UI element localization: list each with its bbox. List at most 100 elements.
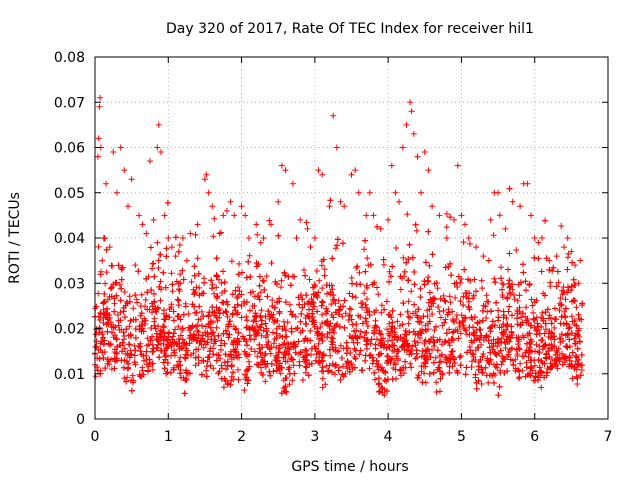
data-point: [527, 341, 534, 347]
data-point: [256, 273, 263, 280]
data-point: [491, 275, 498, 282]
data-point: [268, 311, 275, 318]
data-point: [380, 256, 387, 263]
data-point: [280, 318, 287, 325]
data-point: [238, 291, 245, 298]
data-point: [566, 336, 573, 343]
data-point: [268, 260, 275, 266]
data-point: [440, 307, 447, 314]
data-point: [351, 328, 357, 335]
data-point: [264, 332, 271, 338]
data-point: [116, 281, 123, 288]
data-point: [447, 214, 454, 221]
data-point: [302, 353, 309, 360]
data-point: [520, 261, 526, 268]
data-point: [564, 235, 571, 241]
data-point: [378, 309, 385, 316]
data-point: [109, 329, 115, 336]
data-point: [113, 292, 120, 299]
data-point: [157, 333, 164, 340]
data-point: [215, 307, 222, 314]
data-point: [363, 338, 370, 344]
data-point: [439, 371, 446, 378]
data-point: [421, 340, 428, 347]
data-point: [353, 321, 360, 327]
data-point: [446, 293, 453, 300]
data-point: [549, 268, 556, 274]
data-point: [324, 331, 331, 337]
data-point: [169, 336, 175, 343]
data-point: [149, 260, 156, 267]
data-point: [214, 293, 221, 299]
data-point: [378, 302, 385, 309]
data-point: [124, 365, 131, 372]
data-point: [394, 348, 401, 355]
data-point: [198, 316, 204, 322]
data-point: [270, 368, 277, 375]
data-point: [137, 348, 144, 355]
data-point: [400, 300, 407, 307]
data-point: [318, 368, 325, 375]
data-point: [245, 235, 252, 241]
data-point: [557, 295, 564, 302]
data-point: [397, 366, 404, 373]
data-point: [558, 223, 565, 229]
data-point: [216, 276, 222, 283]
data-point: [195, 270, 202, 277]
x-tick-label: 6: [530, 429, 539, 445]
data-point: [218, 229, 224, 236]
data-point: [442, 264, 449, 271]
data-point: [319, 384, 326, 391]
data-point: [230, 310, 236, 317]
data-point: [507, 290, 514, 297]
data-point: [207, 318, 214, 325]
data-point: [495, 314, 502, 321]
data-point: [391, 334, 398, 341]
data-point: [327, 352, 334, 359]
data-point: [215, 370, 222, 377]
data-point: [177, 362, 184, 369]
data-point: [564, 254, 571, 261]
data-point: [226, 331, 233, 338]
data-point: [216, 230, 223, 237]
data-point: [282, 333, 289, 340]
data-point: [456, 324, 463, 330]
data-point: [155, 121, 162, 128]
data-point: [296, 362, 303, 369]
data-point: [506, 250, 513, 257]
data-point: [500, 281, 507, 288]
data-point: [247, 307, 253, 314]
data-point: [310, 299, 317, 306]
data-point: [406, 241, 413, 248]
data-point: [264, 344, 271, 350]
data-point: [517, 360, 524, 367]
data-point: [220, 384, 227, 391]
data-point: [437, 358, 444, 365]
data-point: [99, 329, 105, 335]
data-point: [498, 275, 505, 282]
data-point: [556, 307, 563, 314]
data-point: [399, 321, 406, 328]
data-point: [429, 251, 436, 258]
data-point: [479, 307, 486, 314]
data-point: [152, 325, 159, 332]
data-point: [364, 345, 370, 352]
data-point: [483, 292, 490, 299]
data-point: [160, 269, 167, 276]
data-point: [100, 320, 107, 326]
data-point: [433, 379, 440, 386]
data-point: [352, 167, 359, 174]
data-point: [149, 333, 156, 340]
data-point: [495, 189, 502, 196]
data-point: [457, 362, 464, 369]
data-point: [246, 252, 253, 259]
data-point: [169, 281, 176, 288]
data-point: [503, 315, 510, 322]
data-point: [460, 302, 467, 309]
data-point: [224, 301, 231, 308]
data-point: [568, 363, 575, 370]
data-point: [287, 308, 294, 315]
data-point: [504, 295, 511, 302]
data-point: [470, 324, 477, 331]
data-point: [157, 251, 164, 258]
